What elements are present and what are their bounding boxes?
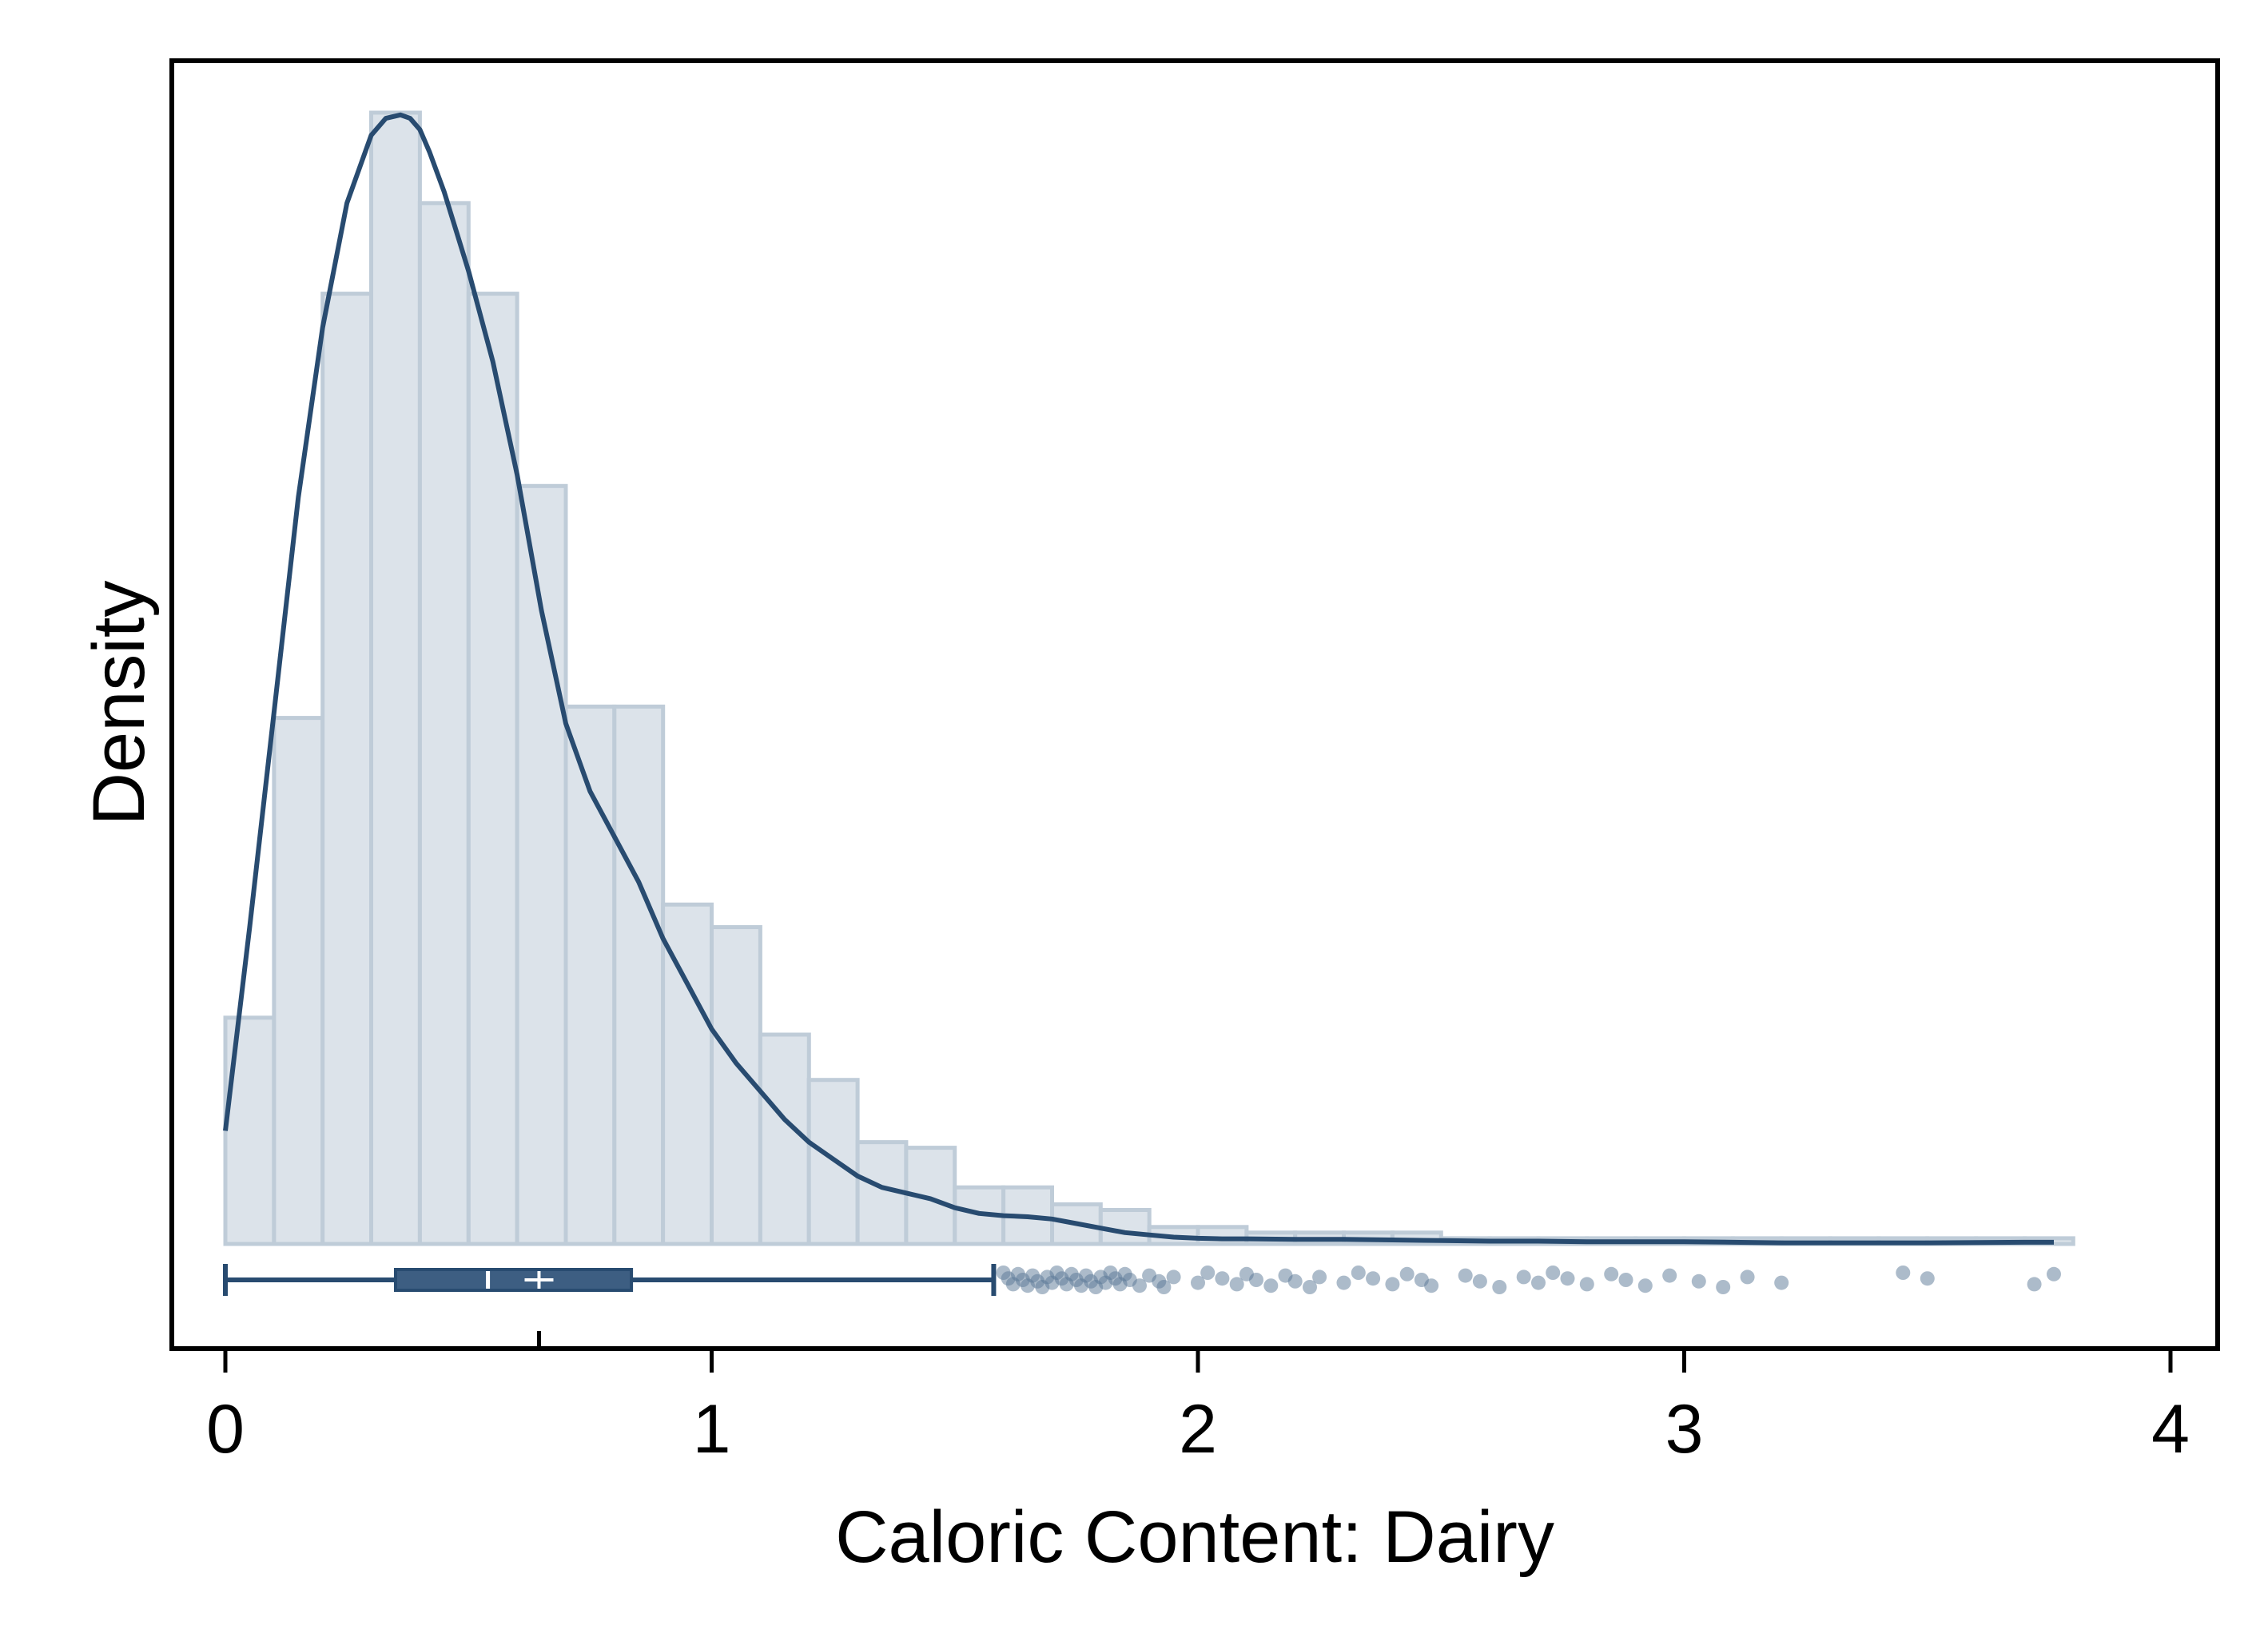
outlier-point (1399, 1266, 1415, 1281)
outlier-point (1472, 1274, 1487, 1289)
x-tick-label: 3 (1665, 1391, 1704, 1468)
outlier-point (1166, 1270, 1181, 1285)
x-tick-label: 1 (693, 1391, 731, 1468)
histogram-bar (1196, 1225, 1249, 1246)
histogram-bar (904, 1146, 957, 1246)
outlier-point (1249, 1273, 1263, 1287)
histogram-bar (369, 110, 422, 1246)
outlier-point (1263, 1278, 1279, 1293)
outlier-point (1303, 1280, 1317, 1294)
histogram-bar (1098, 1208, 1152, 1246)
outlier-point (1531, 1275, 1546, 1290)
outlier-point (1716, 1280, 1731, 1294)
outlier-point (1896, 1266, 1911, 1280)
histogram-bar (272, 716, 325, 1246)
outlier-point (1516, 1270, 1531, 1285)
histogram-bar (612, 704, 666, 1246)
outlier-point (1740, 1270, 1755, 1285)
boxplot-layer (223, 1264, 997, 1349)
histogram-bar (661, 902, 714, 1246)
outlier-point (1385, 1277, 1400, 1292)
outlier-point (1618, 1273, 1633, 1287)
histogram-bar (953, 1185, 1006, 1246)
histogram-bar (320, 292, 374, 1246)
outlier-point (1312, 1270, 1327, 1285)
histogram-bar (417, 201, 471, 1246)
outlier-point (1424, 1278, 1439, 1293)
density-curve-layer (223, 112, 2054, 1246)
outlier-point (1662, 1268, 1677, 1283)
outlier-point (1546, 1266, 1561, 1280)
outlier-point (1691, 1274, 1706, 1289)
outlier-point (1604, 1266, 1619, 1281)
outlier-point (1287, 1274, 1303, 1289)
outlier-point (1132, 1278, 1147, 1293)
outlier-point (1336, 1275, 1351, 1290)
x-tick-label: 2 (1179, 1391, 1217, 1468)
outlier-point (1215, 1271, 1230, 1286)
x-axis-ticks: 0 1 2 3 4 (206, 1349, 2190, 1468)
outlier-points (996, 1266, 2061, 1294)
outlier-point (1458, 1268, 1473, 1283)
outlier-point (2047, 1266, 2061, 1281)
density-curve (223, 112, 2054, 1246)
x-axis-title: Caloric Content: Dairy (835, 1496, 1554, 1578)
outlier-point (1351, 1266, 1366, 1280)
plot-frame (169, 58, 2220, 1351)
outlier-point (1560, 1271, 1575, 1286)
x-tick-label: 0 (206, 1391, 245, 1468)
outlier-point (1492, 1280, 1507, 1294)
histogram-bar (758, 1032, 811, 1246)
outlier-point (1229, 1277, 1244, 1292)
outlier-point (1637, 1278, 1653, 1293)
outlier-point (1579, 1277, 1594, 1292)
outlier-point (2027, 1277, 2042, 1292)
interquartile-box (393, 1268, 634, 1292)
outlier-point (1200, 1266, 1216, 1280)
outlier-point (1191, 1275, 1205, 1290)
outlier-point (1774, 1275, 1789, 1290)
histogram-bars (223, 110, 2075, 1246)
y-axis-title: Density (78, 581, 160, 826)
outlier-point (1156, 1280, 1172, 1294)
x-tick-label: 4 (2151, 1391, 2190, 1468)
outlier-point (1366, 1271, 1381, 1286)
histogram-bar (466, 292, 519, 1246)
outlier-point (1920, 1271, 1935, 1286)
